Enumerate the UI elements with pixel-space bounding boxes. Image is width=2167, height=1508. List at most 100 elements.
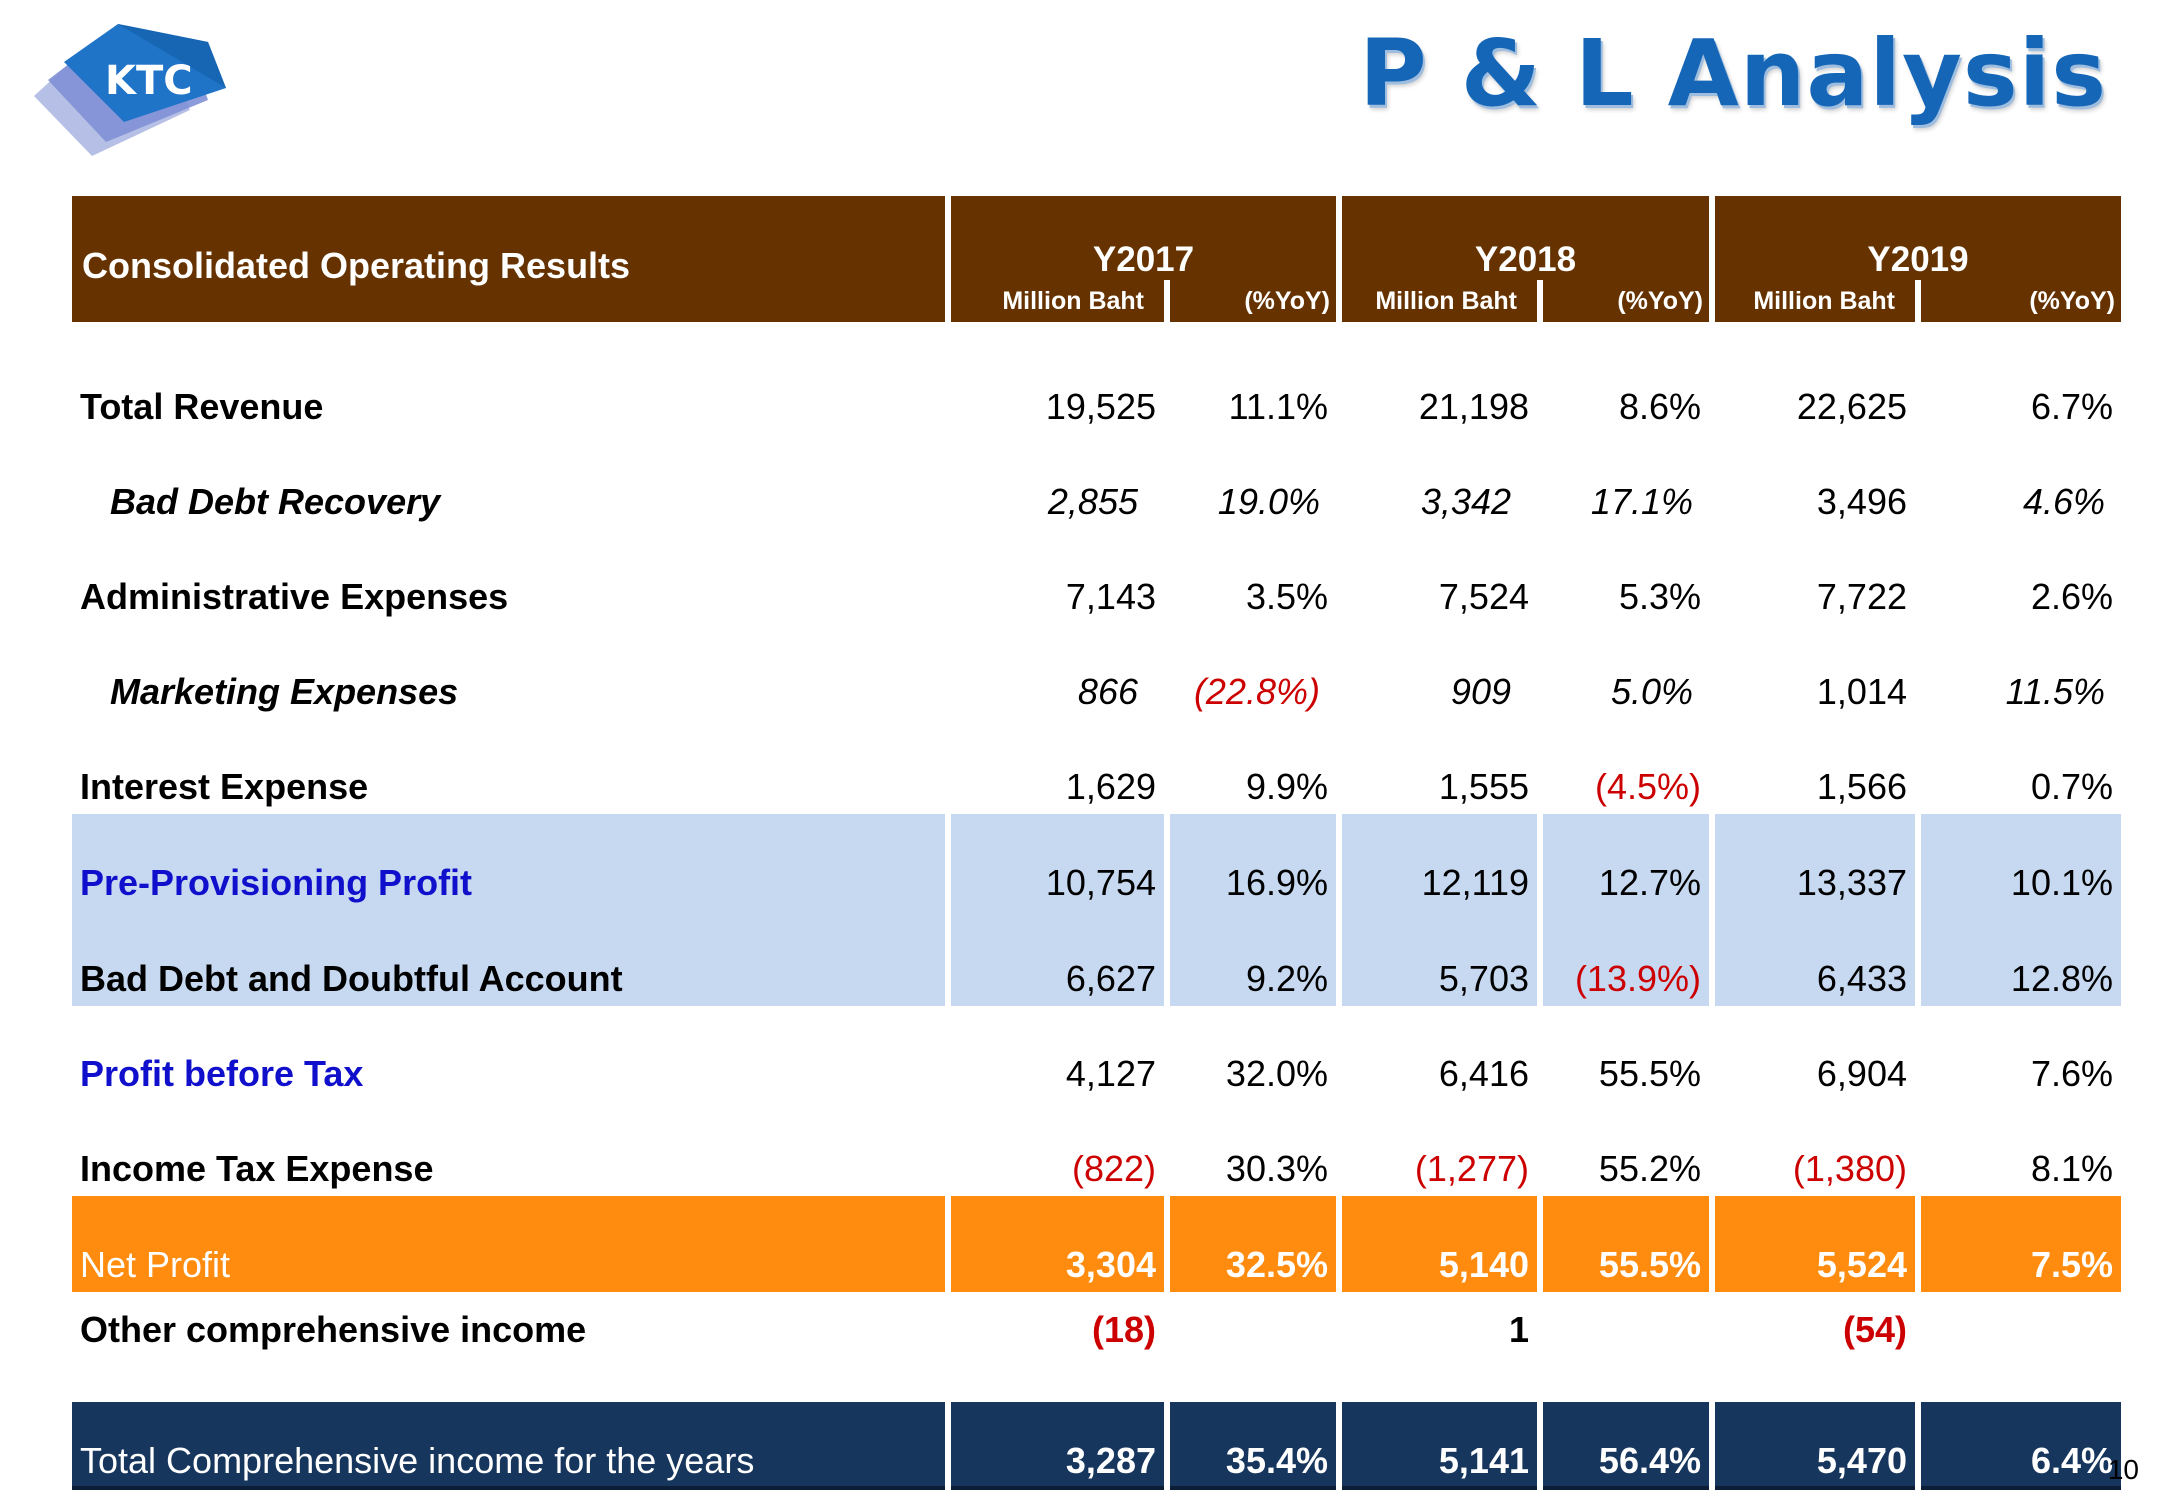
yoy-2019: 2.6% — [2030, 576, 2113, 617]
value-2017: 3,287 — [951, 1402, 1164, 1490]
row-label: Bad Debt and Doubtful Account — [72, 910, 945, 1006]
row-label: Profit before Tax — [80, 1053, 364, 1094]
value-2018: 6,416 — [1438, 1053, 1529, 1094]
svg-text:KTC: KTC — [105, 58, 193, 104]
row-net-profit: Net Profit 3,304 32.5% 5,140 55.5% 5,524… — [72, 1196, 2121, 1292]
yoy-2019: 0.7% — [2030, 766, 2113, 807]
yoy-2018 — [1543, 1292, 1709, 1374]
row-label: Marketing Expenses — [110, 671, 459, 712]
operating-results-table: Consolidated Operating Results Y2017 Y20… — [66, 196, 2127, 1490]
yoy-2019: 6.7% — [2030, 386, 2113, 427]
yoy-2019: 8.1% — [2030, 1148, 2113, 1189]
value-2019: 22,625 — [1796, 386, 1907, 427]
value-2019: 5,470 — [1715, 1402, 1915, 1490]
value-2019: 13,337 — [1715, 814, 1915, 910]
value-2019: (1,380) — [1792, 1148, 1907, 1189]
yoy-2017: 9.9% — [1245, 766, 1328, 807]
spacer-cell — [72, 1374, 2121, 1402]
yoy-2019: 4.6% — [2022, 481, 2105, 522]
row-label: Bad Debt Recovery — [110, 481, 441, 522]
page-number: 10 — [2107, 1454, 2139, 1485]
value-2018: (1,277) — [1414, 1148, 1529, 1189]
row-marketing-expenses: Marketing Expenses 866 (22.8%) 909 5.0% … — [72, 624, 2121, 719]
yoy-2017 — [1170, 1292, 1336, 1374]
value-2019: 1,014 — [1816, 671, 1907, 712]
unit-header: Million Baht — [1342, 280, 1537, 322]
value-2019: 6,904 — [1816, 1053, 1907, 1094]
header-label: Consolidated Operating Results — [72, 196, 945, 322]
yoy-2017: 35.4% — [1170, 1402, 1336, 1490]
yoy-2017: 32.5% — [1170, 1196, 1336, 1292]
row-interest-expense: Interest Expense 1,629 9.9% 1,555 (4.5%)… — [72, 719, 2121, 814]
yoy-2019: 7.5% — [1921, 1196, 2121, 1292]
value-2017: 4,127 — [1065, 1053, 1156, 1094]
value-2018: 12,119 — [1342, 814, 1537, 910]
row-income-tax-expense: Income Tax Expense (822) 30.3% (1,277) 5… — [72, 1101, 2121, 1196]
yoy-2019: 12.8% — [1921, 910, 2121, 1006]
value-2018: 5,141 — [1342, 1402, 1537, 1490]
value-2017: 866 — [1077, 671, 1138, 712]
row-spacer — [72, 1374, 2121, 1402]
yoy-2018: 17.1% — [1590, 481, 1693, 522]
value-2019: 3,496 — [1816, 481, 1907, 522]
subheader-row: Million Baht (%YoY) Million Baht (%YoY) … — [72, 280, 2121, 322]
value-2017: 7,143 — [1065, 576, 1156, 617]
value-2019: 5,524 — [1715, 1196, 1915, 1292]
row-label: Other comprehensive income — [80, 1309, 587, 1350]
value-2017: 19,525 — [1045, 386, 1156, 427]
yoy-2017: 19.0% — [1217, 481, 1320, 522]
value-2017: 1,629 — [1065, 766, 1156, 807]
yoy-2018: (4.5%) — [1594, 766, 1701, 807]
yoy-2017: 3.5% — [1245, 576, 1328, 617]
row-label: Total Comprehensive income for the years — [72, 1402, 945, 1490]
yoy-2019: 10.1% — [1921, 814, 2121, 910]
slide-title: P & L Analysis — [1359, 20, 2107, 127]
unit-header: Million Baht — [951, 280, 1164, 322]
yoy-2018: 12.7% — [1543, 814, 1709, 910]
yoy-header: (%YoY) — [1921, 280, 2121, 322]
row-label: Interest Expense — [80, 766, 369, 807]
row-profit-before-tax: Profit before Tax 4,127 32.0% 6,416 55.5… — [72, 1006, 2121, 1101]
value-2019: 7,722 — [1816, 576, 1907, 617]
value-2018: 21,198 — [1418, 386, 1529, 427]
value-2018: 1 — [1508, 1309, 1529, 1350]
row-administrative-expenses: Administrative Expenses 7,143 3.5% 7,524… — [72, 529, 2121, 624]
yoy-2018: 55.5% — [1598, 1053, 1701, 1094]
unit-header: Million Baht — [1715, 280, 1915, 322]
value-2018: 1,555 — [1438, 766, 1529, 807]
value-2017: 2,855 — [1047, 481, 1138, 522]
yoy-2018: 55.5% — [1543, 1196, 1709, 1292]
row-bad-debt-doubtful-account: Bad Debt and Doubtful Account 6,627 9.2%… — [72, 910, 2121, 1006]
row-total-revenue: Total Revenue 19,525 11.1% 21,198 8.6% 2… — [72, 322, 2121, 434]
yoy-2017: (22.8%) — [1193, 671, 1320, 712]
yoy-2019: 11.5% — [2005, 671, 2105, 712]
year-header-2018: Y2018 — [1342, 196, 1709, 280]
value-2017: 10,754 — [951, 814, 1164, 910]
value-2017: (18) — [1091, 1309, 1156, 1350]
yoy-2018: 55.2% — [1598, 1148, 1701, 1189]
row-label: Income Tax Expense — [80, 1148, 434, 1189]
row-total-comprehensive-income: Total Comprehensive income for the years… — [72, 1402, 2121, 1490]
value-2019: 6,433 — [1715, 910, 1915, 1006]
yoy-2018: 5.0% — [1610, 671, 1693, 712]
yoy-header: (%YoY) — [1170, 280, 1336, 322]
row-label: Pre-Provisioning Profit — [72, 814, 945, 910]
value-2017: (822) — [1071, 1148, 1156, 1189]
row-pre-provisioning-profit: Pre-Provisioning Profit 10,754 16.9% 12,… — [72, 814, 2121, 910]
yoy-2018: 8.6% — [1618, 386, 1701, 427]
header-row: Consolidated Operating Results Y2017 Y20… — [72, 196, 2121, 322]
value-2018: 3,342 — [1420, 481, 1511, 522]
value-2018: 7,524 — [1438, 576, 1529, 617]
yoy-2019: 7.6% — [2030, 1053, 2113, 1094]
value-2018: 909 — [1450, 671, 1511, 712]
yoy-2017: 30.3% — [1225, 1148, 1328, 1189]
value-2018: 5,140 — [1342, 1196, 1537, 1292]
value-2017: 3,304 — [951, 1196, 1164, 1292]
year-header-2017: Y2017 — [951, 196, 1336, 280]
yoy-2018: (13.9%) — [1543, 910, 1709, 1006]
row-label: Administrative Expenses — [80, 576, 509, 617]
yoy-2017: 32.0% — [1225, 1053, 1328, 1094]
yoy-header: (%YoY) — [1543, 280, 1709, 322]
yoy-2017: 9.2% — [1170, 910, 1336, 1006]
yoy-2019 — [1921, 1292, 2121, 1374]
